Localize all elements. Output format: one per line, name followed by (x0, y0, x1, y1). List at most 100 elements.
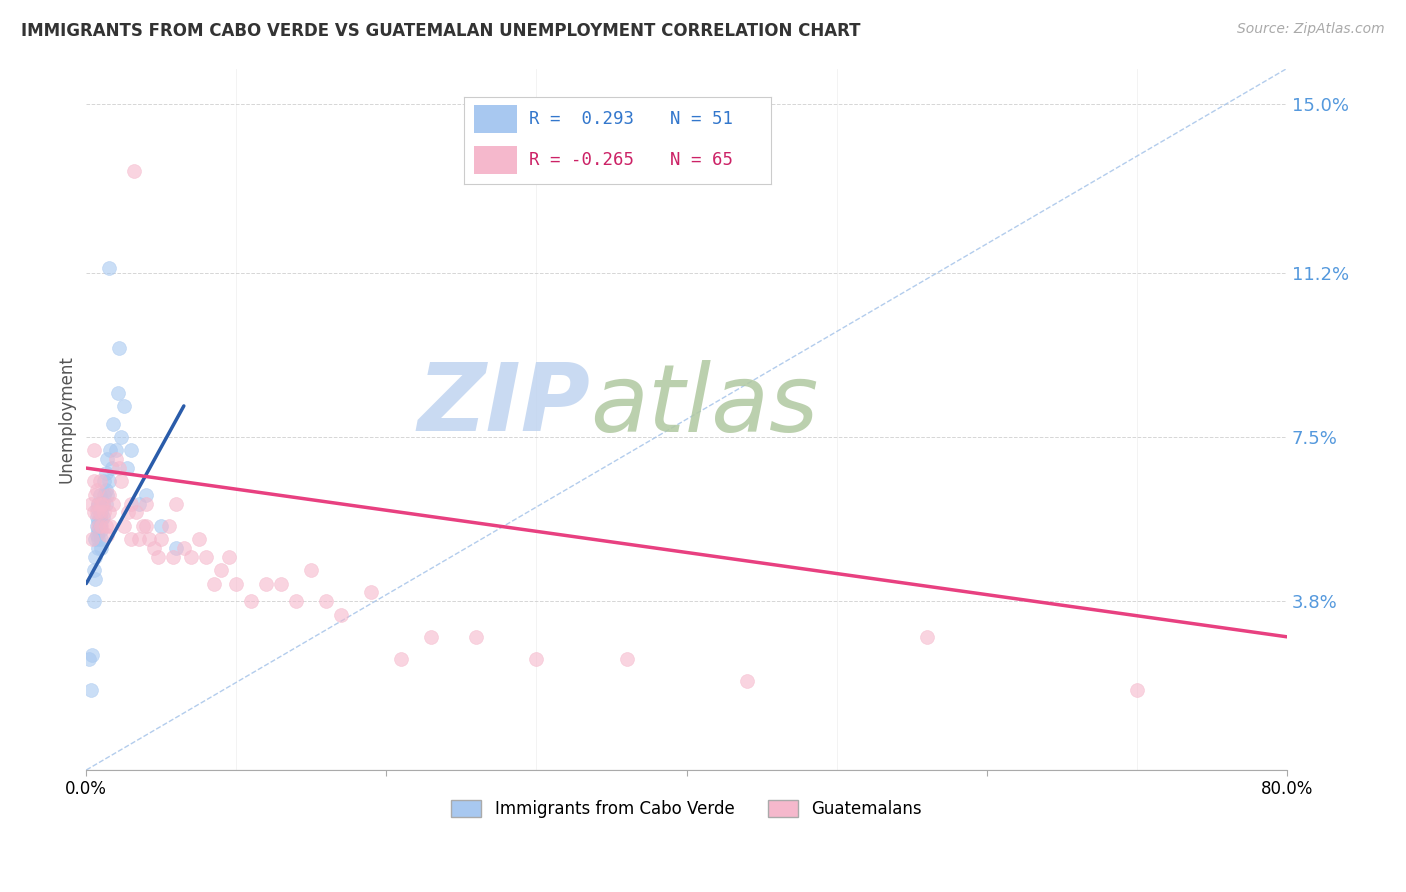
Point (150, 518, 173, 533)
Point (83, 563, 105, 577)
Point (128, 497, 150, 511)
Point (202, 576, 225, 591)
Point (87, 523, 110, 537)
Point (209, 563, 232, 577)
Point (132, 518, 155, 533)
Point (165, 541, 187, 555)
Point (125, 506, 148, 520)
Point (391, 652, 413, 666)
Point (97, 475, 120, 489)
Point (735, 674, 758, 689)
Point (98, 518, 121, 533)
Point (86, 506, 108, 520)
Point (254, 576, 277, 591)
Point (84, 532, 107, 546)
Point (120, 497, 142, 511)
Point (107, 385, 129, 400)
Point (82, 532, 104, 546)
Point (86, 510, 108, 524)
Point (90, 514, 112, 528)
Point (112, 399, 135, 413)
Point (87, 518, 110, 533)
Point (93, 506, 115, 520)
Point (82, 648, 104, 662)
Point (86, 527, 108, 541)
Point (299, 563, 322, 577)
Point (90, 518, 112, 533)
Point (330, 607, 353, 622)
Point (91, 497, 114, 511)
Point (162, 549, 184, 564)
Point (150, 532, 173, 546)
Point (87, 532, 110, 546)
Point (86, 483, 108, 498)
Point (465, 630, 488, 644)
Point (87, 497, 110, 511)
Point (103, 497, 125, 511)
Point (105, 443, 128, 458)
Point (173, 541, 195, 555)
Point (195, 549, 218, 564)
Legend: Immigrants from Cabo Verde, Guatemalans: Immigrants from Cabo Verde, Guatemalans (444, 793, 928, 825)
Point (94, 518, 117, 533)
Point (110, 430, 132, 444)
Point (187, 532, 209, 546)
Point (120, 443, 142, 458)
Point (240, 594, 263, 608)
Point (112, 518, 135, 533)
Point (93, 475, 115, 489)
Point (915, 630, 938, 644)
Point (101, 461, 124, 475)
Text: IMMIGRANTS FROM CABO VERDE VS GUATEMALAN UNEMPLOYMENT CORRELATION CHART: IMMIGRANTS FROM CABO VERDE VS GUATEMALAN… (21, 22, 860, 40)
Text: atlas: atlas (591, 359, 818, 450)
Point (80, 497, 103, 511)
Point (89, 501, 111, 516)
Point (90, 541, 112, 555)
Point (97, 261, 120, 276)
Point (87, 497, 110, 511)
Point (84, 572, 107, 586)
Point (79, 652, 101, 666)
Point (90, 506, 112, 520)
Point (89, 510, 111, 524)
Point (98, 443, 121, 458)
Point (87, 514, 110, 528)
Point (93, 488, 115, 502)
Point (84, 488, 107, 502)
Text: ZIP: ZIP (418, 359, 591, 451)
Point (420, 630, 443, 644)
Point (83, 475, 105, 489)
Point (135, 497, 157, 511)
Point (1126, 683, 1149, 698)
Point (526, 652, 548, 666)
Point (180, 549, 202, 564)
Point (157, 518, 180, 533)
Point (89, 488, 111, 502)
Point (110, 475, 132, 489)
Point (91, 510, 114, 524)
Point (108, 461, 131, 475)
Point (90, 497, 112, 511)
Point (96, 488, 118, 502)
Point (115, 461, 138, 475)
Point (83, 443, 105, 458)
Point (128, 532, 150, 546)
Point (148, 549, 170, 564)
Y-axis label: Unemployment: Unemployment (58, 355, 75, 483)
Point (94, 497, 117, 511)
Point (80, 683, 103, 698)
Point (87, 541, 110, 555)
Point (142, 541, 165, 555)
Point (135, 518, 157, 533)
Point (97, 488, 120, 502)
Point (94, 483, 117, 498)
Point (94, 466, 117, 480)
Point (138, 532, 160, 546)
Point (83, 594, 105, 608)
Point (360, 585, 382, 599)
Point (89, 518, 111, 533)
Point (96, 452, 118, 467)
Point (86, 518, 108, 533)
Point (135, 488, 157, 502)
Point (616, 652, 638, 666)
